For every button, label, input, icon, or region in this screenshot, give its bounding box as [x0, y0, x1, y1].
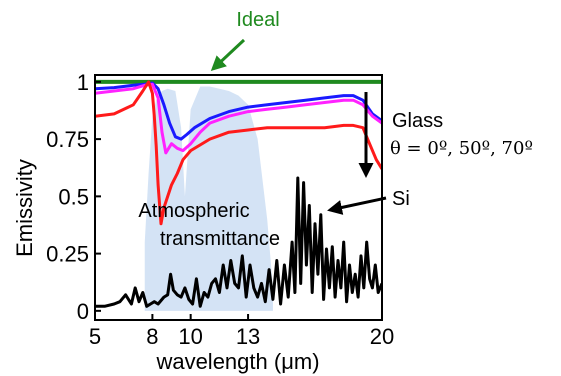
- y-tick-label: 0.25: [46, 242, 89, 267]
- atmospheric-label-line1: Atmospheric: [138, 200, 249, 222]
- y-tick-label: 0.75: [46, 127, 89, 152]
- x-axis-ticks: 5 8 10 13 20: [89, 314, 394, 349]
- series-line-glass-50: [95, 82, 382, 155]
- atmospheric-transmittance-band: [144, 86, 273, 311]
- series-line-si: [95, 176, 382, 308]
- x-tick-label: 10: [178, 324, 202, 349]
- si-arrow: [327, 196, 387, 215]
- y-tick-label: 0.5: [58, 184, 89, 209]
- x-tick-label: 20: [370, 324, 394, 349]
- glass-angles-label: θ = 0º, 50º, 70º: [390, 138, 533, 159]
- x-tick-label: 8: [146, 324, 158, 349]
- ideal-label: Ideal: [236, 9, 279, 31]
- atmospheric-label-line2: transmittance: [160, 228, 280, 250]
- x-axis-title: wavelength (μm): [155, 349, 319, 374]
- y-tick-label: 0: [77, 299, 89, 324]
- x-tick-label: 13: [236, 324, 260, 349]
- series-layer: [95, 79, 382, 308]
- y-axis-ticks: 0 0.25 0.5 0.75 1: [46, 70, 101, 324]
- series-line-glass-70: [95, 80, 382, 226]
- si-label: Si: [392, 188, 410, 210]
- x-tick-label: 5: [89, 324, 101, 349]
- y-axis-title: Emissivity: [12, 159, 37, 257]
- ideal-arrow: [210, 38, 246, 72]
- y-tick-label: 1: [77, 70, 89, 95]
- glass-label: Glass: [392, 110, 443, 132]
